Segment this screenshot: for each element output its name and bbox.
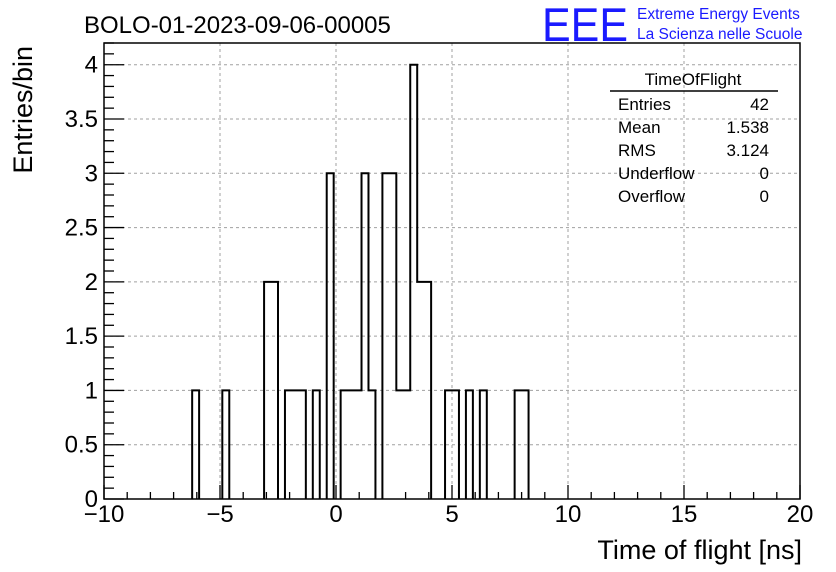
x-axis-label: Time of flight [ns]	[597, 535, 802, 565]
y-axis-label: Entries/bin	[8, 46, 38, 174]
stats-box-rows: Entries 42 Mean 1.538 RMS 3.124 Underflow 0 Over…	[618, 95, 769, 206]
y-tick-label: 3.5	[65, 106, 98, 133]
stats-row-label: Overflow	[618, 187, 686, 206]
stats-box: TimeOfFlight Entries 42 Mean 1.538 RMS 3.124 U…	[610, 70, 778, 206]
stats-box-title: TimeOfFlight	[645, 70, 742, 89]
y-tick-label: 1	[85, 377, 98, 404]
y-tick-label: 4	[85, 52, 98, 79]
x-tick-label: 15	[671, 501, 698, 528]
stats-row-value: 0	[760, 187, 769, 206]
stats-row-label: Entries	[618, 95, 671, 114]
stats-row-value: 3.124	[726, 141, 769, 160]
y-tick-label: 2	[85, 269, 98, 296]
y-tick-label: 1.5	[65, 323, 98, 350]
x-tick-label: 5	[445, 501, 458, 528]
eee-logo: EEE Extreme Energy Events La Scienza nel…	[542, 0, 802, 51]
stats-row-label: Mean	[618, 118, 661, 137]
stats-row-value: 1.538	[726, 118, 769, 137]
x-tick-label: 20	[787, 501, 814, 528]
stats-row-value: 42	[750, 95, 769, 114]
x-axis-ticks: −10 −5 0 5 10 15 20	[84, 485, 814, 528]
x-tick-label: 10	[555, 501, 582, 528]
stats-row-label: RMS	[618, 141, 656, 160]
x-tick-label: −10	[84, 501, 125, 528]
logo-letters: EEE	[542, 0, 628, 51]
logo-line-2: La Scienza nelle Scuole	[637, 26, 802, 43]
logo-line-1: Extreme Energy Events	[637, 6, 800, 23]
y-tick-label: 3	[85, 160, 98, 187]
y-tick-label: 0	[85, 486, 98, 513]
y-tick-label: 0.5	[65, 432, 98, 459]
x-tick-label: 0	[329, 501, 342, 528]
y-axis-ticks: 0 0.5 1 1.5 2 2.5 3 3.5 4	[65, 42, 124, 513]
y-tick-label: 2.5	[65, 215, 98, 242]
x-tick-label: −5	[206, 501, 233, 528]
grid-lines	[104, 43, 800, 499]
chart-title: BOLO-01-2023-09-06-00005	[84, 12, 391, 39]
histogram-series	[191, 63, 530, 499]
stats-row-value: 0	[760, 164, 769, 183]
stats-row-label: Underflow	[618, 164, 695, 183]
